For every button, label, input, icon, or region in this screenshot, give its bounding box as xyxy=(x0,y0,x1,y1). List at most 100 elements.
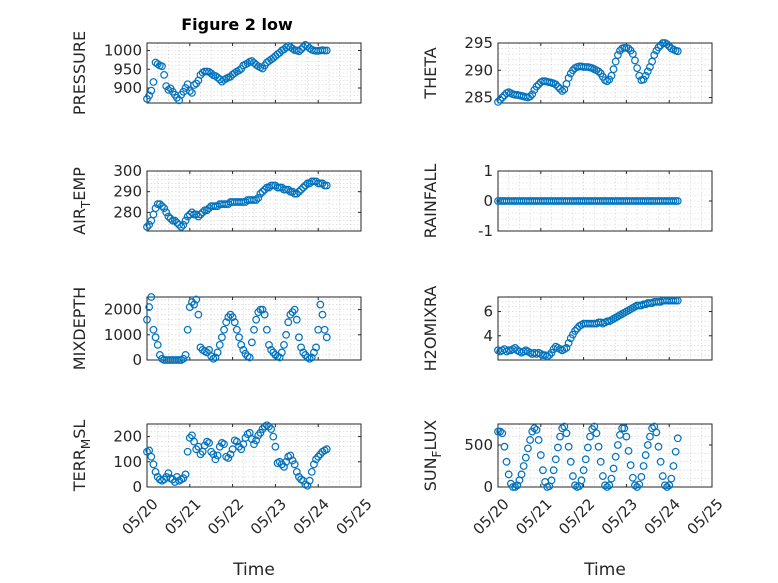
panel-air_temp: 280 290 300 AIRTEMP xyxy=(70,162,362,235)
data-point xyxy=(252,315,261,324)
data-point xyxy=(586,432,594,441)
data-point xyxy=(211,353,220,362)
data-point xyxy=(288,456,297,465)
x-tick-label: 05/22 xyxy=(555,495,598,538)
data-point xyxy=(316,300,325,309)
data-point xyxy=(188,298,196,306)
data-point xyxy=(220,440,228,449)
y-axis-label: RAINFALL xyxy=(421,164,440,239)
data-point xyxy=(160,204,169,213)
data-point xyxy=(258,187,267,196)
data-point xyxy=(232,437,241,446)
data-point xyxy=(280,340,288,349)
data-point xyxy=(534,436,543,444)
data-point xyxy=(524,444,532,453)
data-point xyxy=(673,197,682,205)
data-point xyxy=(164,212,173,221)
data-point xyxy=(265,422,273,431)
x-tick-label: 05/23 xyxy=(247,495,290,538)
plot-area xyxy=(498,43,712,103)
data-point xyxy=(669,296,678,305)
data-point xyxy=(318,310,327,319)
data-point xyxy=(175,356,184,364)
y-tick-label: 0 xyxy=(132,478,142,496)
data-point xyxy=(162,473,171,481)
axes-box xyxy=(146,296,362,361)
data-point xyxy=(170,216,179,225)
series-markers xyxy=(143,40,331,105)
data-point xyxy=(290,460,299,469)
data-point xyxy=(624,44,633,53)
data-point xyxy=(297,343,305,352)
data-point xyxy=(284,185,293,194)
data-point xyxy=(316,450,325,459)
data-point xyxy=(288,308,297,317)
data-point xyxy=(513,481,522,490)
panel-theta: 285 290 295 THETA xyxy=(421,34,713,107)
data-point xyxy=(185,303,194,311)
data-point xyxy=(164,85,173,94)
data-point xyxy=(554,82,562,91)
data-point xyxy=(256,428,265,437)
data-point xyxy=(671,197,680,205)
data-point xyxy=(262,325,271,334)
data-point xyxy=(250,325,258,334)
data-point xyxy=(603,77,612,86)
data-point xyxy=(175,220,184,229)
data-point xyxy=(228,313,237,322)
data-point xyxy=(147,293,156,301)
data-point xyxy=(554,443,562,452)
data-point xyxy=(626,461,635,470)
data-point xyxy=(528,90,537,99)
data-point xyxy=(320,46,329,55)
data-point xyxy=(153,473,162,481)
data-point xyxy=(224,454,233,462)
data-point xyxy=(226,450,235,459)
data-point xyxy=(151,467,160,476)
y-tick-label: 6 xyxy=(483,303,493,321)
data-point xyxy=(631,56,639,65)
data-point xyxy=(539,466,547,475)
data-point xyxy=(292,467,301,476)
axes-box xyxy=(146,170,362,232)
data-point xyxy=(532,425,541,434)
data-point xyxy=(620,44,629,52)
data-point xyxy=(556,432,564,441)
y-tick-label: 2000 xyxy=(104,301,142,319)
data-point xyxy=(603,483,612,491)
data-point xyxy=(237,340,246,349)
y-tick-label: 0 xyxy=(483,478,493,496)
series-markers xyxy=(494,422,682,491)
y-axis-label: H2OMIXRA xyxy=(421,286,440,372)
data-point xyxy=(284,318,293,327)
data-point xyxy=(613,51,622,59)
data-point xyxy=(526,92,534,101)
data-point xyxy=(190,81,198,89)
y-tick-label: 300 xyxy=(113,162,142,180)
data-point xyxy=(549,466,558,475)
data-point xyxy=(151,333,160,342)
data-point xyxy=(290,189,299,198)
data-point xyxy=(517,470,526,479)
data-point xyxy=(297,45,305,54)
data-point xyxy=(669,197,678,205)
axes-box xyxy=(146,42,362,104)
data-point xyxy=(228,445,237,454)
x-tick-label: 05/23 xyxy=(598,495,641,538)
data-point xyxy=(162,82,171,91)
data-point xyxy=(209,450,218,459)
data-point xyxy=(673,434,682,443)
data-point xyxy=(607,474,616,483)
y-axis-label: AIRTEMP xyxy=(70,167,93,235)
data-point xyxy=(671,447,680,456)
data-point xyxy=(564,442,573,451)
data-point xyxy=(222,318,231,327)
data-point xyxy=(158,202,166,211)
data-point xyxy=(256,189,265,198)
y-tick-label: 0 xyxy=(132,351,142,369)
data-point xyxy=(671,296,680,305)
data-point xyxy=(605,481,614,490)
data-point xyxy=(579,466,588,475)
